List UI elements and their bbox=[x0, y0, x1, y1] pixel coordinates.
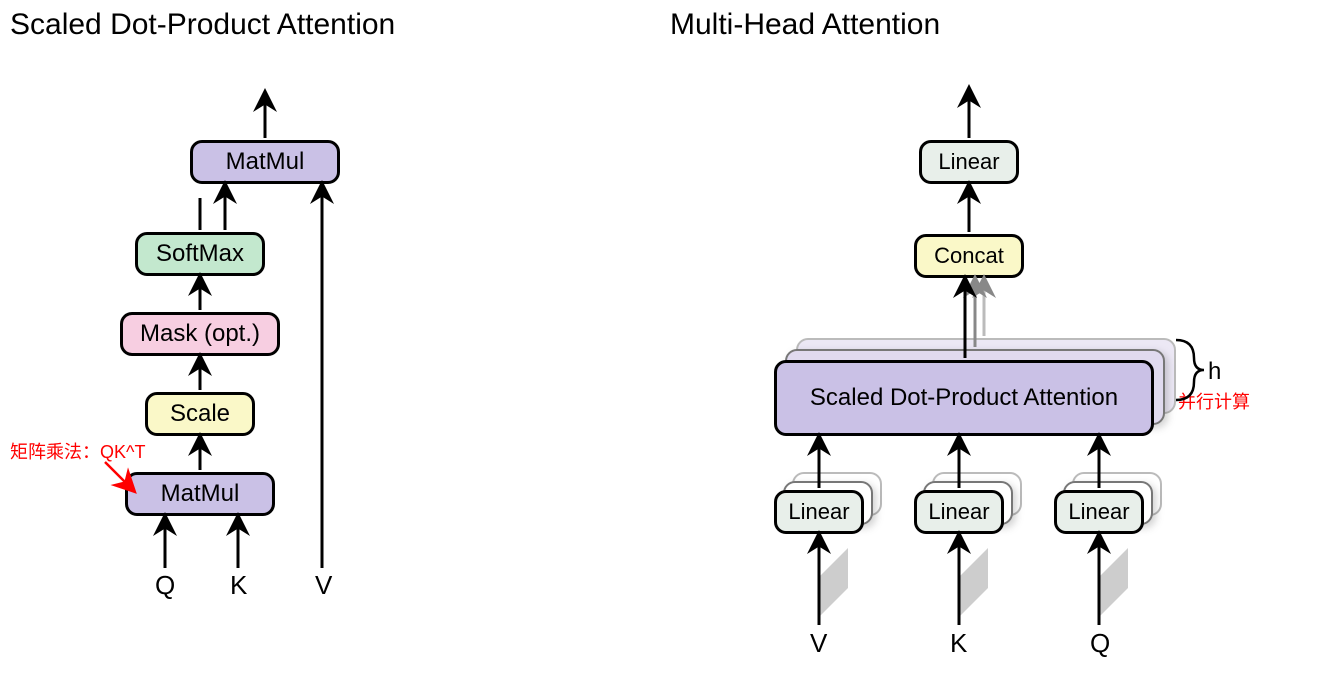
left-input-v: V bbox=[315, 570, 332, 601]
node-linear-out: Linear bbox=[919, 140, 1019, 184]
right-title: Multi-Head Attention bbox=[670, 8, 940, 42]
node-linear-v: Linear bbox=[774, 490, 864, 534]
node-attention: Scaled Dot-Product Attention bbox=[774, 360, 1154, 436]
left-title: Scaled Dot-Product Attention bbox=[10, 8, 395, 42]
node-scale: Scale bbox=[145, 392, 255, 436]
left-input-q: Q bbox=[155, 570, 175, 601]
right-input-k: K bbox=[950, 628, 967, 659]
slant-k bbox=[940, 520, 1010, 620]
diagram-canvas: Scaled Dot-Product Attention Multi-Head … bbox=[0, 0, 1326, 683]
node-softmax: SoftMax bbox=[135, 232, 265, 276]
node-matmul-top: MatMul bbox=[190, 140, 340, 184]
left-annotation: 矩阵乘法：QK^T bbox=[10, 438, 145, 464]
h-label: h bbox=[1208, 358, 1221, 386]
slant-v bbox=[800, 520, 870, 620]
left-input-k: K bbox=[230, 570, 247, 601]
node-linear-k: Linear bbox=[914, 490, 1004, 534]
right-input-v: V bbox=[810, 628, 827, 659]
right-input-q: Q bbox=[1090, 628, 1110, 659]
node-mask: Mask (opt.) bbox=[120, 312, 280, 356]
node-matmul-bottom: MatMul bbox=[125, 472, 275, 516]
right-annotation: 并行计算 bbox=[1178, 388, 1250, 414]
node-concat: Concat bbox=[914, 234, 1024, 278]
node-linear-q: Linear bbox=[1054, 490, 1144, 534]
slant-q bbox=[1080, 520, 1150, 620]
